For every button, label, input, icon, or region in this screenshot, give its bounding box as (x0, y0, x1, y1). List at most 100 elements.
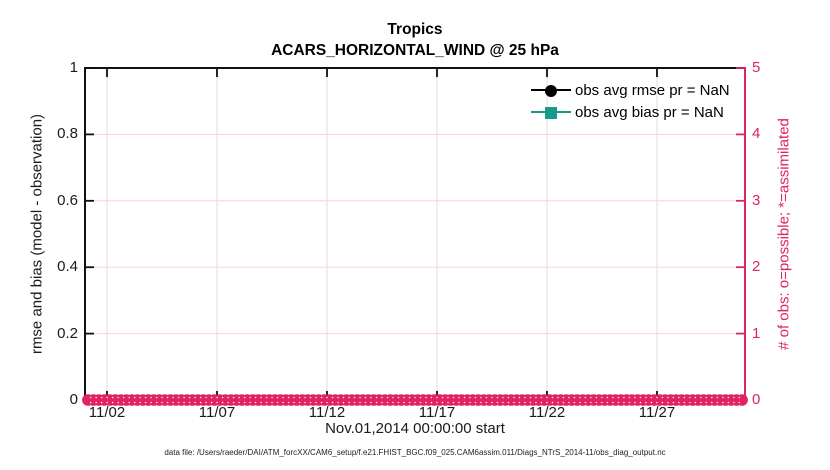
marker-gap-dot (628, 396, 631, 399)
marker-gap-dot (485, 396, 488, 399)
marker-gap-dot (419, 396, 422, 399)
marker-gap-dot (441, 396, 444, 399)
marker-gap-dot (436, 401, 438, 404)
legend-label-bias: obs avg bias pr = NaN (575, 103, 724, 121)
marker-gap-dot (469, 401, 471, 404)
marker-gap-dot (205, 396, 207, 399)
right-y-tick-label: 1 (752, 324, 761, 342)
marker-gap-dot (133, 396, 136, 399)
marker-gap-dot (95, 401, 97, 404)
marker-gap-dot (645, 401, 647, 404)
marker-gap-dot (122, 396, 125, 399)
marker-gap-dot (375, 401, 378, 404)
marker-gap-dot (133, 401, 136, 404)
marker-gap-dot (227, 401, 229, 404)
marker-gap-dot (656, 401, 658, 404)
marker-gap-dot (100, 401, 103, 404)
marker-gap-dot (518, 396, 521, 399)
marker-gap-dot (315, 401, 317, 404)
marker-gap-dot (265, 396, 268, 399)
marker-gap-dot (221, 401, 224, 404)
marker-gap-dot (139, 401, 141, 404)
legend: obs avg rmse pr = NaN obs avg bias pr = … (531, 79, 730, 123)
marker-gap-dot (271, 401, 273, 404)
legend-label-rmse: obs avg rmse pr = NaN (575, 81, 730, 99)
marker-gap-dot (601, 396, 603, 399)
marker-gap-dot (370, 401, 372, 404)
marker-gap-dot (298, 396, 301, 399)
marker-gap-dot (551, 401, 554, 404)
right-y-axis-label: # of obs: o=possible; *=assimilated (775, 118, 793, 350)
marker-gap-dot (705, 401, 708, 404)
marker-gap-dot (518, 401, 521, 404)
marker-gap-dot (425, 396, 427, 399)
marker-gap-dot (183, 401, 185, 404)
marker-gap-dot (254, 401, 257, 404)
marker-gap-dot (590, 396, 592, 399)
marker-gap-dot (612, 396, 614, 399)
marker-gap-dot (606, 396, 609, 399)
marker-gap-dot (342, 401, 345, 404)
marker-gap-dot (623, 396, 625, 399)
marker-gap-dot (117, 401, 119, 404)
marker-gap-dot (150, 401, 152, 404)
marker-gap-dot (238, 401, 240, 404)
marker-gap-dot (375, 396, 378, 399)
marker-gap-dot (243, 396, 246, 399)
marker-gap-dot (584, 396, 587, 399)
marker-gap-dot (727, 396, 730, 399)
marker-gap-dot (397, 401, 400, 404)
marker-gap-dot (447, 396, 449, 399)
marker-gap-dot (194, 401, 196, 404)
x-tick-label: 11/02 (88, 404, 126, 421)
marker-gap-dot (403, 396, 405, 399)
marker-gap-dot (496, 401, 499, 404)
marker-gap-dot (700, 401, 702, 404)
marker-gap-dot (485, 401, 488, 404)
marker-gap-dot (172, 401, 174, 404)
marker-gap-dot (474, 401, 477, 404)
marker-gap-dot (507, 401, 510, 404)
marker-gap-dot (155, 396, 158, 399)
bias-marker-icon (531, 104, 571, 120)
marker-gap-dot (205, 401, 207, 404)
right-y-tick-label: 4 (752, 125, 761, 143)
marker-gap-dot (452, 401, 455, 404)
marker-gap-dot (364, 401, 367, 404)
left-y-axis-label: rmse and bias (model - observation) (28, 113, 46, 355)
marker-gap-dot (733, 401, 735, 404)
marker-gap-dot (722, 396, 724, 399)
marker-gap-dot (326, 401, 328, 404)
plot-title-variable: ACARS_HORIZONTAL_WIND @ 25 hPa (271, 42, 559, 59)
marker-gap-dot (254, 396, 257, 399)
marker-gap-dot (579, 396, 581, 399)
marker-gap-dot (238, 396, 240, 399)
marker-gap-dot (491, 401, 493, 404)
marker-gap-dot (144, 401, 147, 404)
marker-gap-dot (551, 396, 554, 399)
marker-gap-dot (419, 401, 422, 404)
marker-gap-dot (397, 396, 400, 399)
marker-gap-dot (634, 401, 636, 404)
marker-gap-dot (128, 396, 130, 399)
marker-gap-dot (535, 401, 537, 404)
marker-gap-dot (249, 396, 251, 399)
x-axis-label: Nov.01,2014 00:00:00 start (325, 420, 505, 437)
marker-gap-dot (348, 396, 350, 399)
x-tick-label: 11/27 (638, 404, 676, 421)
marker-gap-dot (727, 401, 730, 404)
marker-gap-dot (689, 396, 691, 399)
marker-gap-dot (458, 401, 460, 404)
marker-gap-dot (463, 401, 466, 404)
marker-gap-dot (216, 396, 218, 399)
marker-gap-dot (359, 396, 361, 399)
marker-gap-dot (188, 401, 191, 404)
marker-gap-dot (639, 396, 642, 399)
marker-gap-dot (309, 401, 312, 404)
marker-gap-dot (166, 396, 169, 399)
rmse-marker-icon (531, 82, 571, 98)
marker-gap-dot (579, 401, 581, 404)
marker-gap-dot (573, 396, 576, 399)
plot-title-block: Tropics ACARS_HORIZONTAL_WIND @ 25 hPa (0, 19, 830, 61)
marker-gap-dot (430, 401, 433, 404)
